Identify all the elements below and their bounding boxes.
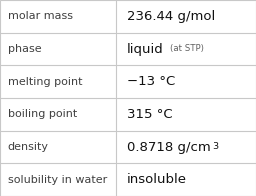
Text: density: density: [8, 142, 49, 152]
Text: melting point: melting point: [8, 77, 82, 87]
Text: liquid: liquid: [127, 43, 164, 55]
Text: 315 °C: 315 °C: [127, 108, 172, 121]
Text: phase: phase: [8, 44, 41, 54]
Text: 0.8718 g/cm: 0.8718 g/cm: [127, 141, 210, 153]
Text: −13 °C: −13 °C: [127, 75, 175, 88]
Text: 236.44 g/mol: 236.44 g/mol: [127, 10, 215, 23]
Text: molar mass: molar mass: [8, 11, 73, 21]
Text: (at STP): (at STP): [170, 44, 204, 54]
Text: insoluble: insoluble: [127, 173, 187, 186]
Text: solubility in water: solubility in water: [8, 175, 107, 185]
Text: boiling point: boiling point: [8, 109, 77, 119]
Text: 3: 3: [212, 142, 218, 152]
